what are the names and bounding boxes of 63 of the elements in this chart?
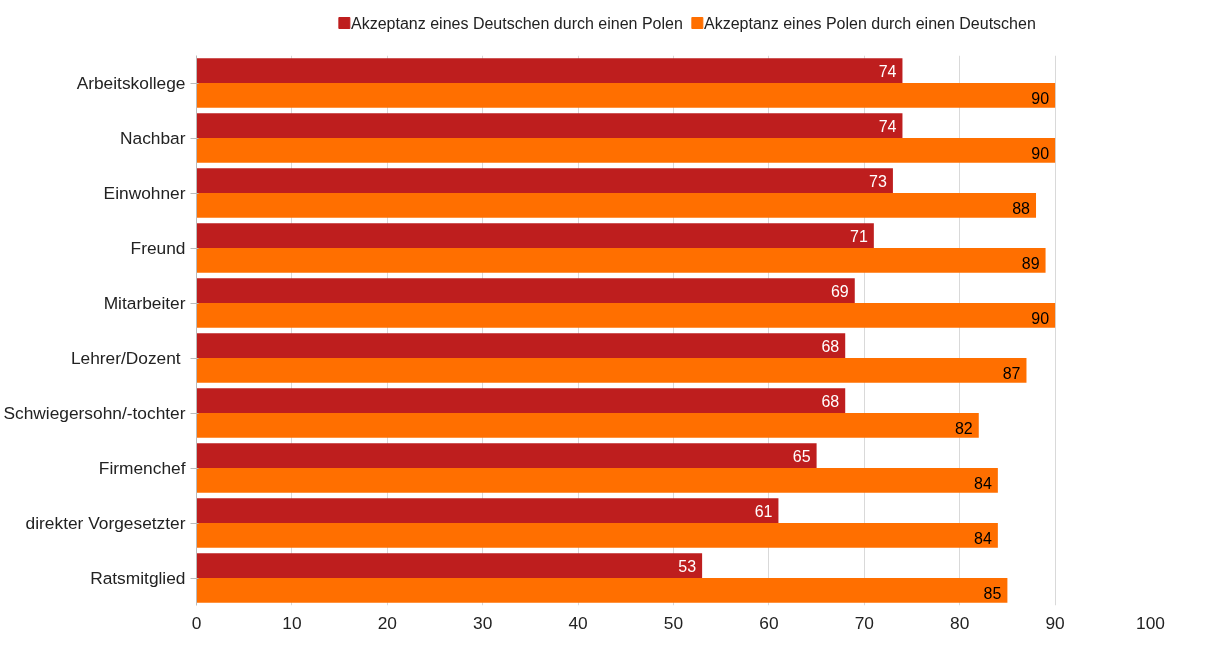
x-tick-label: 10: [282, 612, 302, 633]
x-tick-label: 70: [854, 612, 874, 633]
data-label: 87: [1002, 365, 1021, 383]
bar: [196, 223, 874, 248]
y-tick-label: Nachbar: [120, 128, 186, 148]
data-label: 84: [974, 475, 992, 493]
bar: [196, 58, 903, 83]
bar: [196, 193, 1037, 218]
bar: [196, 523, 998, 548]
data-label: 88: [1012, 200, 1031, 218]
x-tick-label: 60: [759, 612, 779, 633]
bar: [196, 578, 1008, 603]
bar: [196, 498, 779, 523]
bar: [196, 138, 1056, 163]
x-tick-label: 40: [568, 612, 588, 633]
bar: [196, 303, 1056, 328]
bar: [196, 468, 998, 493]
data-label: 73: [869, 172, 888, 190]
legend-label: Akzeptanz eines Polen durch einen Deutschen: [704, 14, 1036, 32]
bar: [196, 553, 703, 578]
data-label: 74: [878, 117, 897, 135]
bar: [196, 358, 1027, 383]
data-label: 90: [1031, 90, 1050, 108]
bar: [196, 113, 903, 138]
data-label: 61: [754, 502, 773, 520]
x-tick-label: 80: [950, 612, 970, 633]
data-label: 74: [878, 62, 897, 80]
data-label: 68: [821, 337, 840, 355]
y-tick-label: Ratsmitglied: [90, 568, 186, 588]
bar: [196, 83, 1056, 108]
data-label: 69: [830, 282, 849, 300]
y-tick-label: Freund: [130, 238, 186, 258]
bar: [196, 443, 817, 468]
y-tick-label: direkter Vorgesetzter: [25, 513, 186, 533]
x-tick-label: 30: [473, 612, 493, 633]
data-label: 65: [792, 447, 811, 465]
y-tick-label: Firmenchef: [98, 458, 186, 478]
x-tick-label: 20: [377, 612, 397, 633]
bar: [196, 248, 1046, 273]
data-label: 71: [850, 227, 868, 245]
bar: [196, 168, 893, 193]
y-tick-label: Schwiegersohn/-tochter: [3, 403, 186, 423]
legend-label: Akzeptanz eines Deutschen durch einen Polen: [351, 14, 683, 32]
data-label: 89: [1021, 255, 1040, 273]
bar: [196, 278, 855, 303]
data-label: 84: [974, 530, 992, 548]
x-tick-label: 0: [191, 612, 202, 633]
data-label: 85: [983, 585, 1002, 603]
data-label: 53: [678, 557, 697, 575]
data-label: 90: [1031, 310, 1050, 328]
y-tick-label: Arbeitskollege: [76, 73, 186, 93]
bar: [196, 388, 846, 413]
data-label: 90: [1031, 145, 1050, 163]
bar: [196, 413, 979, 438]
y-tick-label: Mitarbeiter: [103, 293, 186, 313]
y-tick-label: Lehrer/Dozent: [70, 348, 181, 368]
x-tick-label: 90: [1045, 612, 1065, 633]
x-tick-label: 50: [663, 612, 684, 633]
bar: [196, 333, 846, 358]
x-tick-label: 100: [1136, 612, 1165, 633]
y-tick-label: Einwohner: [103, 183, 186, 203]
data-label: 82: [954, 420, 973, 438]
data-label: 68: [821, 392, 840, 410]
